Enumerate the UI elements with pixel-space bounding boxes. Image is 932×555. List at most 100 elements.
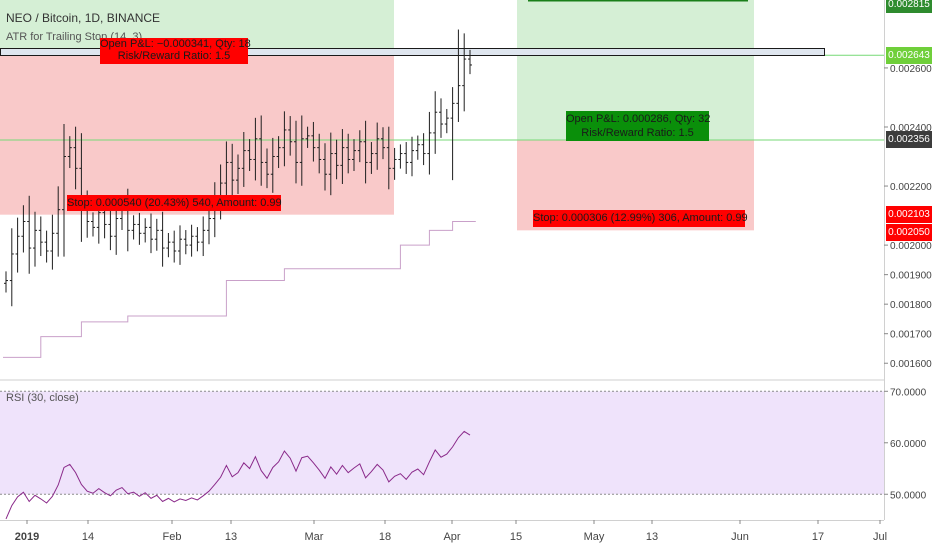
price-tick-label: 0.002400 [890,123,932,134]
candle [230,143,235,199]
atr-trailing-stop-line [3,220,476,358]
candles [4,29,472,307]
time-tick-label: Feb [163,531,182,543]
candle [247,139,252,171]
candle [444,108,449,134]
time-tick-label: 18 [379,531,391,543]
time-tick-label: May [584,531,605,543]
price-tick-label: 0.001900 [890,271,932,282]
candle [166,233,171,258]
candle [189,224,194,257]
candle [340,129,345,184]
candle [224,141,229,205]
time-tick-label: Mar [305,531,324,543]
short-stop-label[interactable]: Stop: 0.000540 (20.43%) 540, Amount: 0.9… [67,195,282,211]
candle [328,132,333,196]
candle [276,136,281,169]
atr-step-path [3,220,476,358]
candle [369,142,374,174]
time-tick-label: 2019 [15,531,39,543]
rsi-tick-label: 70.0000 [890,387,927,398]
short-stop-zone [0,55,394,215]
candle [38,216,43,257]
candle [207,204,211,245]
candle [311,121,316,162]
time-tick-label: Jul [873,531,887,543]
candle [15,217,20,273]
time-tick-label: 13 [646,531,658,543]
candle [415,135,420,160]
candle [56,186,61,257]
drawn-rectangle [0,48,825,56]
time-tick-label: 15 [510,531,522,543]
short-rr-text: Risk/Reward Ratio: 1.5 [117,50,231,62]
candle [137,212,142,245]
candle [375,122,380,170]
price-chip: 0.002050 [886,223,932,241]
candle [160,211,165,267]
candle [9,228,14,307]
symbol-title[interactable]: NEO / Bitcoin, 1D, BINANCE [6,11,161,25]
candle [433,91,438,154]
candle [468,49,472,75]
rsi-pane [0,379,884,520]
candle [253,117,258,181]
candle [450,87,455,181]
candle [439,98,443,138]
time-tick-label: 14 [82,531,94,543]
time-tick-label: Jun [731,531,749,543]
price-tick-label: 0.002600 [890,64,932,75]
long-rr-text: Risk/Reward Ratio: 1.5 [581,127,694,139]
rsi-tick-label: 50.0000 [890,490,927,501]
price-tick-label: 0.002200 [890,182,932,193]
rsi-tick-label: 60.0000 [890,439,927,450]
candle [33,211,37,267]
candle [392,147,397,180]
candle [73,126,78,190]
candle [299,115,304,186]
candle [352,139,356,171]
candle [149,213,153,254]
candle [236,154,240,195]
short-position-label[interactable]: Open P&L: −0.000341, Qty: 18 Risk/Reward… [100,38,251,64]
candle [305,126,310,148]
candle [259,115,264,186]
candle [294,120,298,184]
candle [201,216,206,257]
rsi-line [5,430,471,520]
price-tick-label: 0.001700 [890,330,932,341]
position-zones [0,0,884,231]
candle [357,130,362,163]
time-tick-label: 17 [812,531,824,543]
candle [427,111,432,175]
candle [288,116,293,156]
price-chip: 0.002103 [886,206,932,224]
candle [410,136,414,177]
price-tick-label: 0.001800 [890,300,932,311]
candle [265,148,269,189]
candle [195,227,200,252]
rsi-band [0,391,884,495]
candle [317,133,322,174]
candle [4,271,8,293]
candle [183,230,188,255]
short-pnl-text: Open P&L: −0.000341, Qty: 18 [100,38,251,50]
price-chip: 0.002356 [886,131,932,149]
candle [131,215,136,240]
candle [323,143,327,191]
candle [404,142,409,174]
candle [386,126,391,190]
candle [398,144,403,169]
rsi-label[interactable]: RSI (30, close) [6,392,79,404]
long-position-label[interactable]: Open P&L: 0.000286, Qty: 32 Risk/Reward … [566,111,711,141]
candle [154,218,159,251]
long-pnl-text: Open P&L: 0.000286, Qty: 32 [566,113,711,125]
price-chip: 0.002643 [886,46,932,64]
long-stop-label[interactable]: Stop: 0.000306 (12.99%) 306, Amount: 0.9… [533,210,748,227]
candle [172,230,177,263]
candle [334,139,339,180]
axes: 0.001600 0.001700 0.001800 0.001900 0.002000… [0,0,932,543]
candle [363,120,368,184]
